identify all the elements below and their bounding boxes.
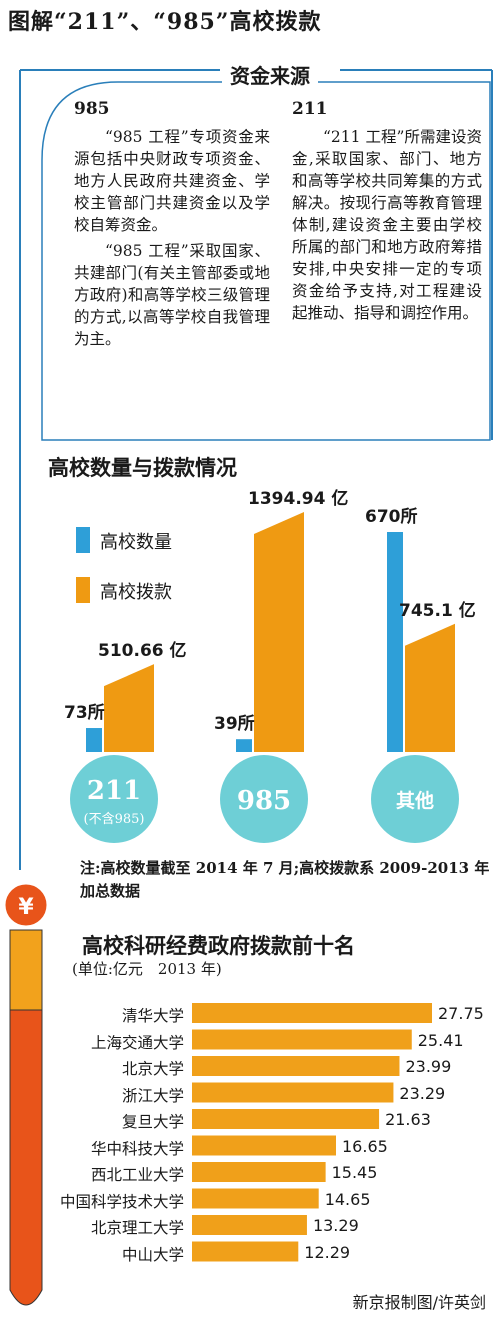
rank-name-7: 中国科学技术大学 [59,1192,184,1211]
rank-value-3: 23.29 [399,1083,446,1103]
funding-211-column: 211 “211 工程”所需建设资金,采取国家、部门、地方和高等学校共同筹集的方… [292,98,482,324]
thermo-lower [9,1009,43,1306]
rank-bar-0 [192,1003,432,1023]
rank-bar-2 [192,1056,400,1076]
rank-name-3: 浙江大学 [121,1086,184,1105]
rank-bar-6 [192,1162,326,1182]
bar-count-1 [236,739,252,752]
legend-swatch-count [76,527,90,553]
rank-name-2: 北京大学 [121,1060,184,1078]
category-label-2: 其他 [395,790,434,812]
chart1-title: 高校数量与拨款情况 [48,455,237,480]
label-count-2: 670所 [365,507,418,527]
main-title: 图解“211”、“985”高校拨款 [8,9,322,35]
rank-value-1: 25.41 [417,1030,464,1050]
funding-985-para2: “985 工程”采取国家、共建部门(有关主管部委或地方政府)和高等学校三级管理的… [74,242,270,348]
legend-swatch-funding [76,577,90,603]
funding-box [41,81,491,441]
chart1-note: 注:高校数量截至 2014 年 7 月;高校拨款系 2009-2013 年加总数… [80,859,490,900]
category-circle-0 [70,755,158,843]
category-label-0: 211 [86,776,142,806]
label-count-0: 73所 [64,703,105,724]
rank-bar-3 [192,1082,394,1103]
rank-name-6: 西北工业大学 [90,1166,184,1184]
rank-value-7: 14.65 [324,1189,371,1209]
bar-funding-1 [254,512,304,752]
rank-value-5: 16.65 [342,1136,388,1156]
bar-count-2 [387,532,403,752]
funding-985-heading: 985 [74,99,110,119]
category-circle-1 [220,755,308,843]
bar-funding-2 [405,623,455,752]
funding-211-para1: “211 工程”所需建设资金,采取国家、部门、地方和高等学校共同筹集的方式解决。… [292,128,482,322]
rank-value-4: 21.63 [385,1110,431,1129]
rank-value-9: 12.29 [304,1242,351,1262]
rank-name-8: 北京理工大学 [90,1219,184,1237]
rank-name-1: 上海交通大学 [90,1033,184,1052]
funding-985-column: 985 “985 工程”专项资金来源包括中央财政专项资金、地方人民政府共建资金、… [74,98,270,350]
category-circle-2 [371,755,459,843]
rank-bar-8 [192,1215,307,1235]
rank-value-2: 23.99 [405,1057,452,1076]
rank-name-4: 复旦大学 [121,1113,184,1131]
rank-bar-5 [192,1135,336,1156]
rank-bar-9 [192,1241,299,1262]
legend-label-count: 高校数量 [100,532,172,553]
bar-count-0 [86,728,102,752]
section-funding-title: 资金来源 [222,60,318,89]
rank-value-8: 13.29 [312,1216,359,1235]
category-label-1: 985 [236,786,292,816]
label-funding-0: 510.66 亿 [98,641,187,662]
chart2-subtitle: (单位:亿元 2013 年) [72,960,222,978]
category-sublabel-0: (不含985) [83,812,145,827]
rank-bar-7 [192,1188,319,1209]
credit: 新京报制图/许英剑 [352,1293,486,1312]
rank-name-5: 华中科技大学 [90,1139,184,1158]
rank-name-9: 中山大学 [121,1245,184,1264]
rank-name-0: 清华大学 [121,1007,184,1025]
chart2-title: 高校科研经费政府拨款前十名 [82,933,355,958]
yuan-glyph: ¥ [18,895,34,920]
yuan-coin-icon [2,881,50,929]
rank-bar-4 [192,1109,380,1129]
rank-value-6: 15.45 [331,1163,378,1182]
label-count-1: 39所 [214,714,255,735]
bar-funding-0 [104,664,154,752]
label-funding-1: 1394.94 亿 [248,489,349,509]
funding-211-heading: 211 [292,99,328,119]
rank-value-0: 27.75 [438,1004,484,1023]
legend-label-funding: 高校拨款 [100,582,172,603]
funding-985-para1: “985 工程”专项资金来源包括中央财政专项资金、地方人民政府共建资金、学校主管… [74,128,270,234]
rank-bar-1 [192,1029,412,1050]
label-funding-2: 745.1 亿 [399,600,476,621]
